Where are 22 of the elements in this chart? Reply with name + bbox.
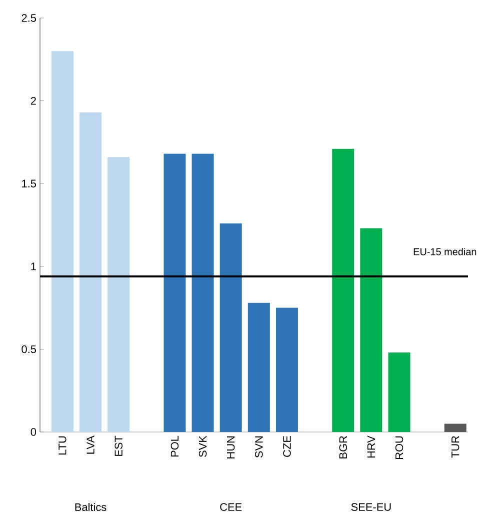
x-tick-label: LVA [86,436,94,454]
x-tick-label: TUR [452,436,460,458]
y-tick-label: 0 [30,428,36,436]
x-tick-label: HUN [227,436,235,458]
text: Baltics [75,502,106,512]
y-tick-label: 1 [31,262,36,270]
text: SEE-EU [351,503,391,511]
text: CEE [220,503,242,511]
x-tick-label: SVK [199,436,207,457]
x-tick-label: EST [114,436,123,456]
x-tick-label: SVN [255,436,263,458]
x-tick-label: CZE [283,436,291,457]
y-tick-label: 2 [31,96,36,105]
y-tick-label: 1.5 [22,180,36,188]
x-tick-label: HRV [368,436,376,458]
x-tick-label: POL [170,436,179,457]
x-tick-label: LTU [58,436,66,454]
x-tick-label: BGR [339,436,348,458]
ref-line-label: EU-15 median [414,248,476,256]
y-tick-label: 0.5 [22,345,36,354]
y-tick-label: 2.5 [22,14,36,22]
x-tick-label: ROU [395,436,404,459]
